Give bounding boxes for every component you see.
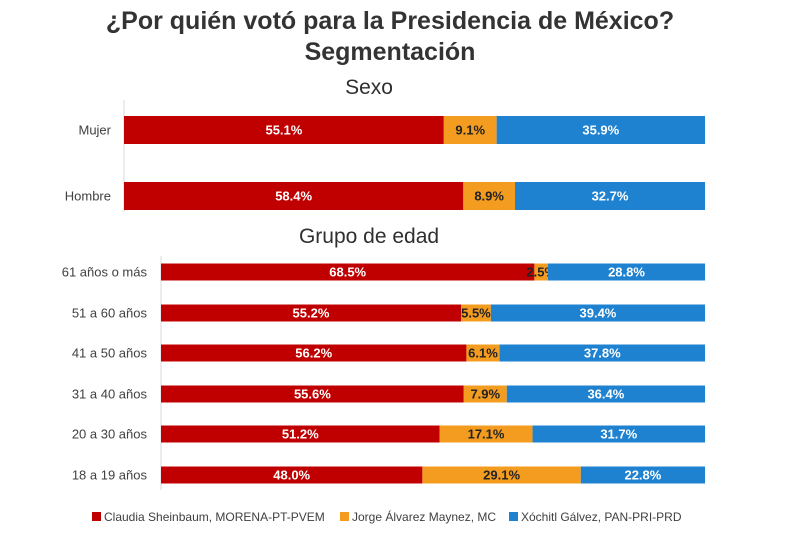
bar-galvez-edad-2	[499, 344, 705, 362]
value-label-maynez-edad-4: 17.1%	[468, 427, 505, 442]
bar-sheinbaum-edad-2	[161, 344, 467, 362]
value-label-galvez-edad-1: 39.4%	[580, 306, 617, 321]
value-label-galvez-sexo-0: 35.9%	[582, 123, 619, 138]
bar-galvez-edad-1	[490, 304, 705, 322]
value-label-galvez-edad-5: 22.8%	[624, 468, 661, 483]
bar-maynez-edad-3	[463, 385, 507, 403]
bar-sheinbaum-edad-1	[161, 304, 461, 322]
value-label-maynez-edad-5: 29.1%	[483, 468, 520, 483]
bar-maynez-edad-0	[534, 263, 549, 281]
bar-sheinbaum-sexo-1	[124, 182, 464, 210]
value-label-galvez-edad-2: 37.8%	[584, 346, 621, 361]
legend-label-sheinbaum: Claudia Sheinbaum, MORENA-PT-PVEM	[104, 510, 325, 524]
category-label-edad-0: 61 años o más	[62, 265, 148, 280]
bar-maynez-edad-4	[439, 425, 533, 443]
category-label-edad-3: 31 a 40 años	[72, 387, 148, 402]
category-label-edad-2: 41 a 50 años	[72, 346, 148, 361]
value-label-sheinbaum-sexo-0: 55.1%	[265, 123, 302, 138]
bar-galvez-sexo-0	[496, 116, 705, 144]
bar-galvez-edad-5	[580, 466, 705, 484]
value-label-galvez-edad-3: 36.4%	[587, 387, 624, 402]
value-label-maynez-edad-1: 5.5%	[461, 306, 491, 321]
value-label-galvez-sexo-1: 32.7%	[592, 189, 629, 204]
bar-sheinbaum-edad-3	[161, 385, 464, 403]
bar-maynez-edad-5	[422, 466, 581, 484]
value-label-sheinbaum-edad-1: 55.2%	[293, 306, 330, 321]
bar-galvez-edad-4	[532, 425, 705, 443]
legend-label-galvez: Xóchitl Gálvez, PAN-PRI-PRD	[521, 510, 682, 524]
panel-edad-bars: 61 años o más 68.5% 2.5% 28.8%51 a 60 años 5…	[62, 263, 705, 484]
category-label-edad-5: 18 a 19 años	[72, 468, 148, 483]
value-label-sheinbaum-edad-4: 51.2%	[282, 427, 319, 442]
panel-sexo-bars: Mujer 55.1% 9.1% 35.9% Hombre 58.4% 8.9% 32.7%	[65, 116, 705, 210]
legend: Claudia Sheinbaum, MORENA-PT-PVEM Jorge …	[92, 509, 682, 524]
bar-sheinbaum-sexo-0	[124, 116, 444, 144]
value-label-sheinbaum-edad-3: 55.6%	[294, 387, 331, 402]
value-label-maynez-sexo-1: 8.9%	[474, 189, 504, 204]
value-label-sheinbaum-edad-5: 48.0%	[273, 468, 310, 483]
bar-galvez-edad-0	[548, 263, 705, 281]
category-label-sexo-1: Hombre	[65, 189, 111, 204]
bar-galvez-sexo-1	[515, 182, 705, 210]
bar-maynez-sexo-1	[463, 182, 516, 210]
value-label-galvez-edad-4: 31.7%	[600, 427, 637, 442]
value-label-sheinbaum-edad-0: 68.5%	[329, 265, 366, 280]
category-label-edad-1: 51 a 60 años	[72, 306, 148, 321]
legend-swatch-galvez	[509, 512, 518, 521]
bar-sheinbaum-edad-5	[161, 466, 423, 484]
value-label-sheinbaum-edad-2: 56.2%	[295, 346, 332, 361]
category-label-sexo-0: Mujer	[78, 123, 111, 138]
legend-label-maynez: Jorge Álvarez Maynez, MC	[352, 509, 496, 524]
value-label-maynez-sexo-0: 9.1%	[455, 123, 485, 138]
bar-sheinbaum-edad-4	[161, 425, 440, 443]
bar-maynez-edad-2	[466, 344, 500, 362]
legend-swatch-maynez	[340, 512, 349, 521]
category-label-edad-4: 20 a 30 años	[72, 427, 148, 442]
value-label-galvez-edad-0: 28.8%	[608, 265, 645, 280]
bar-maynez-sexo-0	[443, 116, 497, 144]
panel-title-sexo: Sexo	[345, 76, 393, 99]
panel-title-grupo-de-edad: Grupo de edad	[299, 225, 439, 248]
bar-sheinbaum-edad-0	[161, 263, 535, 281]
value-label-maynez-edad-3: 7.9%	[470, 387, 500, 402]
value-label-maynez-edad-2: 6.1%	[468, 346, 498, 361]
value-label-sheinbaum-sexo-1: 58.4%	[275, 189, 312, 204]
bar-galvez-edad-3	[506, 385, 705, 403]
chart-title-line1: ¿Por quién votó para la Presidencia de M…	[106, 7, 674, 35]
legend-swatch-sheinbaum	[92, 512, 101, 521]
bar-maynez-edad-1	[460, 304, 491, 322]
chart-title-line2: Segmentación	[305, 38, 476, 66]
